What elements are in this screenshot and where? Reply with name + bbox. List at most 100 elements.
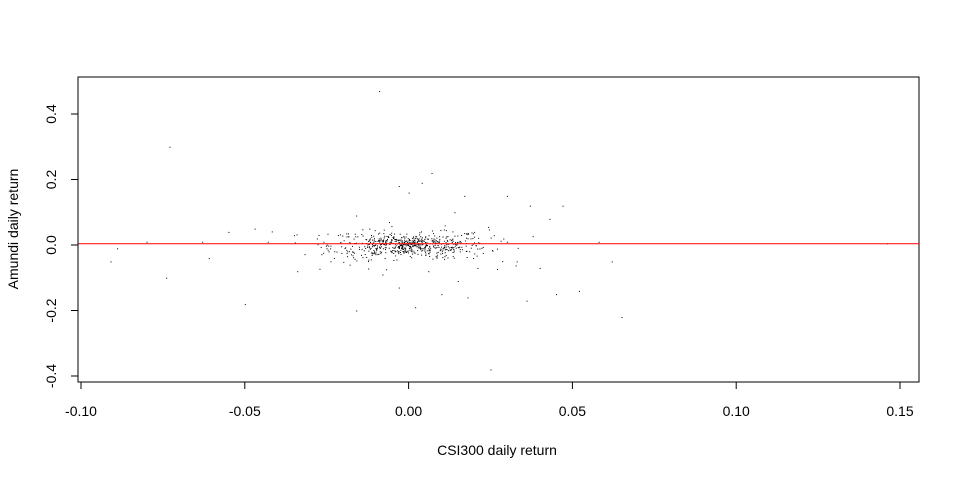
data-point <box>457 247 459 249</box>
data-point <box>416 242 418 244</box>
data-point <box>440 248 442 250</box>
data-point <box>438 242 440 244</box>
data-point <box>400 239 402 241</box>
data-point <box>337 235 339 237</box>
data-point <box>429 250 431 252</box>
data-point <box>325 245 327 247</box>
x-tick-label: -0.10 <box>65 403 97 419</box>
data-point <box>372 243 373 245</box>
data-point <box>371 236 373 238</box>
data-point <box>294 242 296 244</box>
data-point <box>366 239 368 241</box>
data-point <box>447 246 449 248</box>
data-point <box>408 247 410 249</box>
points-layer <box>110 91 888 371</box>
data-point <box>425 247 427 249</box>
data-point <box>502 261 504 263</box>
data-point <box>379 246 381 248</box>
data-point <box>321 254 323 256</box>
data-point <box>378 240 380 242</box>
data-point <box>450 246 452 248</box>
data-point <box>345 247 347 249</box>
data-point <box>398 253 400 255</box>
data-point <box>415 244 417 246</box>
data-point <box>330 248 332 250</box>
data-point <box>385 241 387 243</box>
data-point <box>351 245 353 247</box>
data-point <box>500 240 502 242</box>
data-point <box>411 251 413 253</box>
data-point <box>420 236 422 238</box>
data-point <box>407 240 409 242</box>
data-point <box>371 239 373 241</box>
data-point <box>391 239 393 241</box>
data-point <box>446 244 448 246</box>
data-point <box>202 241 204 243</box>
data-point <box>428 252 430 254</box>
data-point <box>458 247 460 249</box>
data-point <box>352 251 354 253</box>
data-point <box>420 247 422 249</box>
data-point <box>393 236 395 238</box>
data-point <box>355 236 357 238</box>
data-point <box>395 243 397 245</box>
data-point <box>368 268 370 270</box>
data-point <box>436 246 438 248</box>
data-point <box>447 236 449 238</box>
data-point <box>409 242 411 244</box>
data-point <box>353 251 355 253</box>
data-point <box>467 297 469 299</box>
data-point <box>327 233 329 235</box>
data-point <box>385 244 387 246</box>
data-point <box>402 240 404 242</box>
data-point <box>372 253 374 255</box>
data-point <box>340 241 342 243</box>
data-point <box>369 240 371 242</box>
data-point <box>399 233 401 235</box>
data-point <box>421 238 423 240</box>
data-point <box>394 246 396 248</box>
data-point <box>472 243 474 245</box>
data-point <box>453 257 455 259</box>
data-point <box>460 242 462 244</box>
data-point <box>377 254 379 256</box>
data-point <box>411 249 413 251</box>
data-point <box>381 251 383 253</box>
data-point <box>398 287 400 289</box>
data-point <box>400 245 402 247</box>
data-point <box>452 251 454 253</box>
data-point <box>459 240 461 242</box>
data-point <box>386 240 388 242</box>
data-point <box>403 236 405 238</box>
data-point <box>391 226 393 228</box>
data-point <box>371 254 373 256</box>
data-point <box>470 238 472 240</box>
data-point <box>455 247 457 249</box>
data-point <box>409 240 411 242</box>
data-point <box>403 242 405 244</box>
data-point <box>347 251 349 253</box>
data-point <box>352 255 354 257</box>
data-point <box>517 247 519 249</box>
data-point <box>422 248 424 250</box>
data-point <box>417 245 419 247</box>
data-point <box>419 246 421 248</box>
data-point <box>578 290 580 292</box>
data-point <box>400 244 402 246</box>
data-point <box>350 248 352 250</box>
data-point <box>346 233 348 235</box>
data-point <box>390 241 392 243</box>
data-point <box>393 253 395 255</box>
data-point <box>404 244 406 246</box>
data-point <box>410 247 412 249</box>
data-point <box>414 237 416 239</box>
data-point <box>452 231 454 233</box>
data-point <box>371 251 373 253</box>
data-point <box>406 242 408 244</box>
data-point <box>432 233 434 235</box>
data-point <box>402 248 404 250</box>
data-point <box>449 239 451 241</box>
y-tick-label: -0.2 <box>43 298 59 322</box>
data-point <box>373 235 375 237</box>
data-point <box>379 240 381 242</box>
